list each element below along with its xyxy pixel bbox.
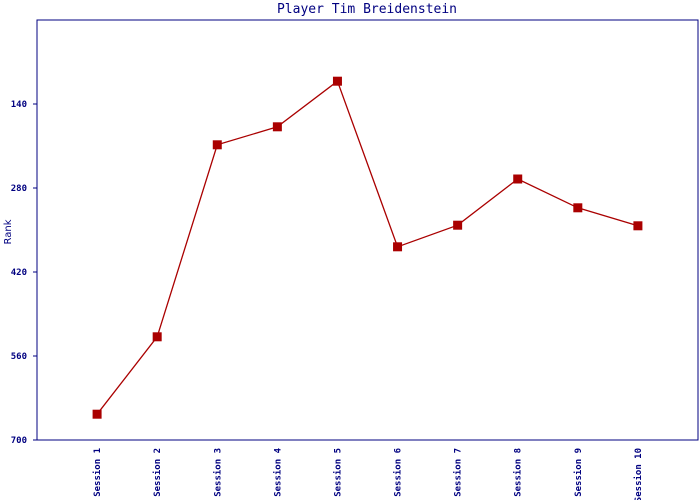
point-marker	[92, 409, 102, 419]
x-tick-label: Session 4	[272, 447, 283, 496]
x-tick-label: Session 10	[633, 448, 644, 500]
series-line	[96, 80, 639, 415]
y-tick-label: 700	[11, 436, 27, 446]
x-tick-label: Session 2	[152, 448, 163, 497]
point-marker	[453, 220, 463, 230]
x-tick-label: Session 9	[573, 448, 584, 497]
point-marker	[633, 221, 643, 231]
x-tick-label: Session 6	[393, 448, 404, 497]
x-tick-label: Session 3	[212, 448, 223, 497]
point-marker	[393, 242, 403, 252]
y-tick-label: 140	[11, 100, 27, 110]
point-marker	[573, 203, 583, 213]
x-tick-label: Session 1	[92, 448, 103, 497]
point-marker	[152, 332, 162, 342]
point-marker	[332, 76, 342, 86]
point-marker	[513, 174, 523, 184]
point-marker	[272, 122, 282, 132]
x-tick-label: Session 5	[332, 448, 343, 497]
y-tick-label: 280	[11, 184, 27, 194]
y-tick-label: 560	[11, 352, 27, 362]
point-marker	[212, 140, 222, 150]
plot-frame	[36, 19, 699, 441]
x-tick-label: Session 8	[513, 448, 524, 497]
x-tick-label: Session 7	[453, 448, 464, 497]
y-axis-title: Rank	[3, 219, 14, 244]
y-tick-label: 420	[11, 268, 27, 278]
chart-title: Player Tim Breidenstein	[277, 2, 457, 17]
